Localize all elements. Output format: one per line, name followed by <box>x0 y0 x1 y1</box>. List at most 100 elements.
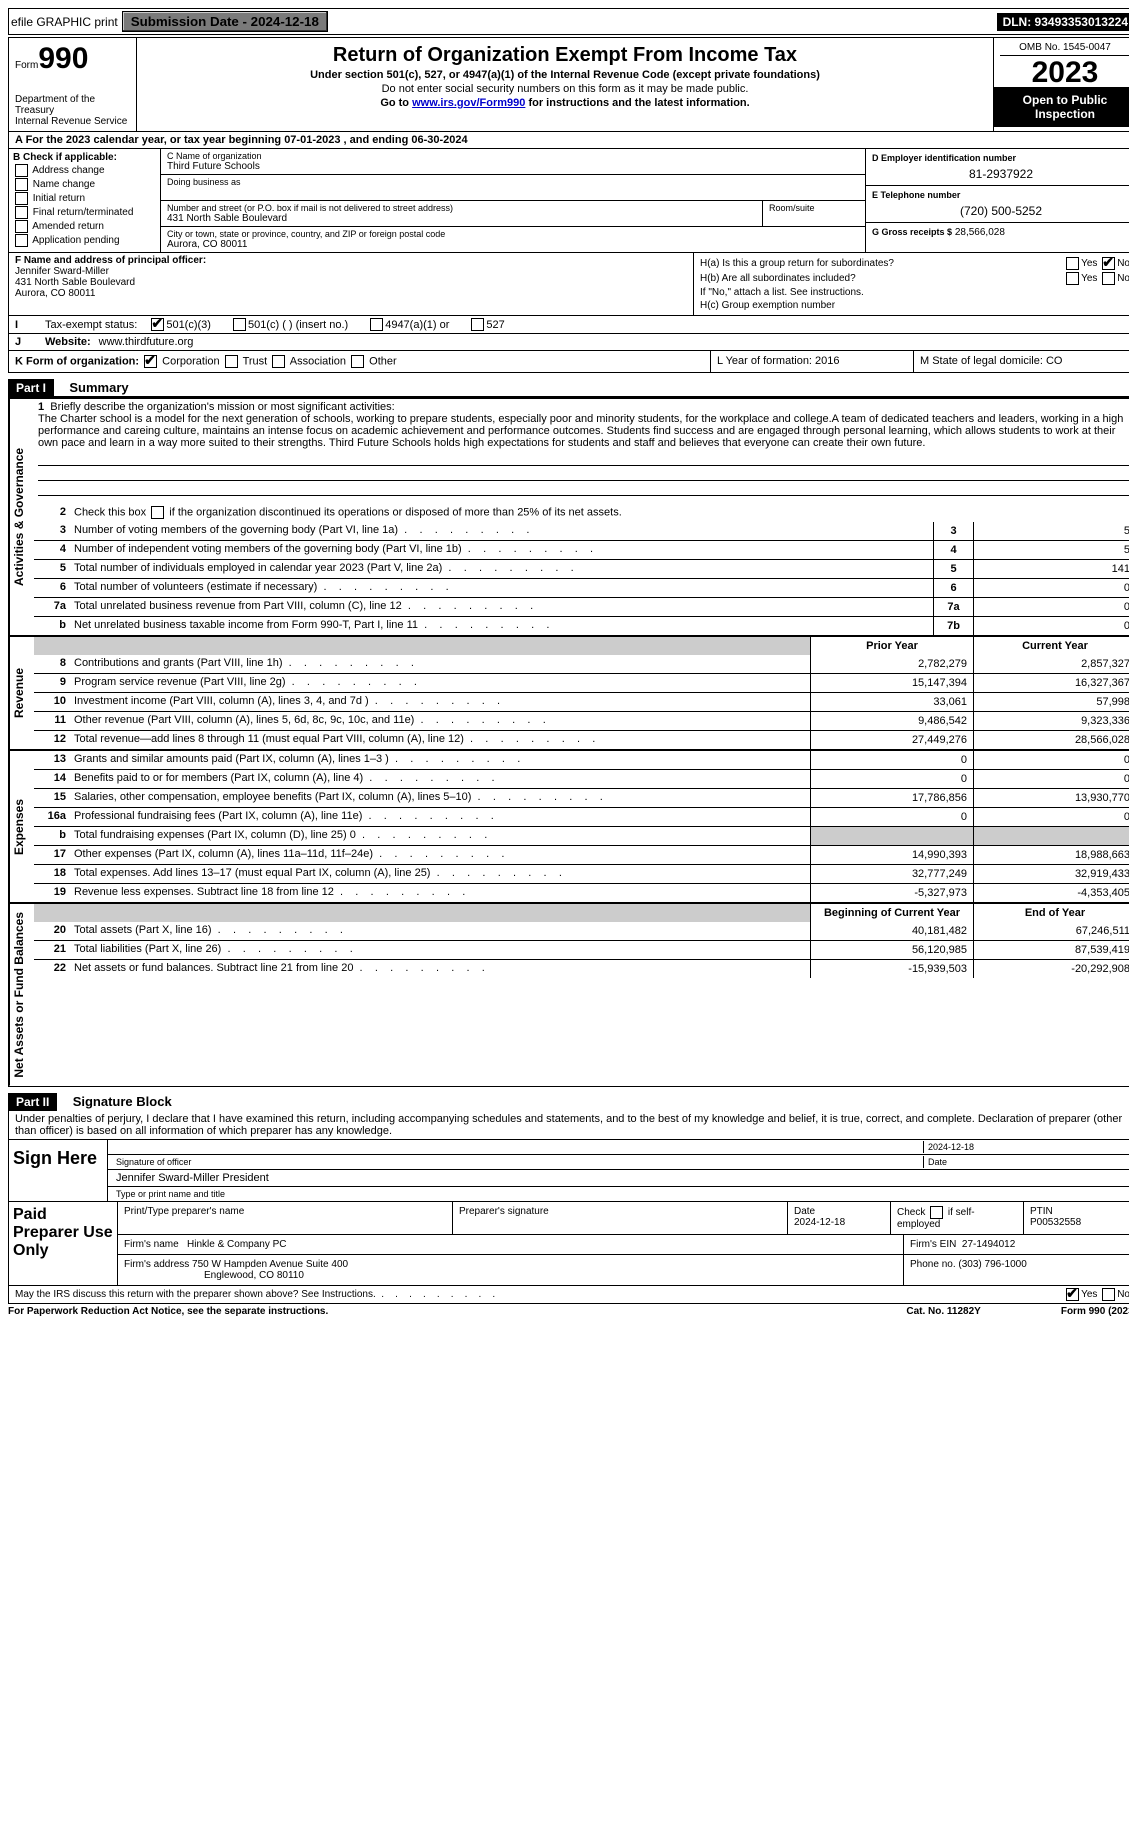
firm-addr2: Englewood, CO 80110 <box>204 1270 304 1281</box>
prior-year-header: Prior Year <box>810 637 973 655</box>
sig-date-value: 2024-12-18 <box>923 1141 1129 1153</box>
check-501c3[interactable] <box>151 318 164 331</box>
submission-date-button[interactable]: Submission Date - 2024-12-18 <box>122 11 328 32</box>
summary-line-14: 14 Benefits paid to or for members (Part… <box>34 769 1129 788</box>
prior-14: 0 <box>810 770 973 788</box>
h-a-no[interactable] <box>1102 257 1115 270</box>
current-b <box>973 827 1129 845</box>
section-h-group: H(a) Is this a group return for subordin… <box>693 253 1129 315</box>
begin-year-header: Beginning of Current Year <box>810 904 973 922</box>
summary-line-18: 18 Total expenses. Add lines 13–17 (must… <box>34 864 1129 883</box>
check-name-change[interactable] <box>15 178 28 191</box>
open-to-public: Open to Public Inspection <box>994 87 1129 127</box>
perjury-declaration: Under penalties of perjury, I declare th… <box>9 1111 1129 1140</box>
check-4947[interactable] <box>370 318 383 331</box>
state-domicile: M State of legal domicile: CO <box>914 351 1129 372</box>
type-print-label: Type or print name and title <box>112 1188 1129 1200</box>
check-discontinued[interactable] <box>151 506 164 519</box>
page-footer: For Paperwork Reduction Act Notice, see … <box>8 1306 1129 1317</box>
line-1-mission: 1 Briefly describe the organization's mi… <box>34 399 1129 451</box>
form-header: Form 990 Department of the Treasury Inte… <box>8 37 1129 132</box>
prior-12: 27,449,276 <box>810 731 973 749</box>
revenue-section: Revenue Prior Year Current Year 8 Contri… <box>9 635 1129 749</box>
current-20: 67,246,511 <box>973 922 1129 940</box>
firm-phone: (303) 796-1000 <box>958 1259 1026 1270</box>
check-other[interactable] <box>351 355 364 368</box>
department-label: Department of the Treasury Internal Reve… <box>15 94 130 127</box>
check-initial-return[interactable] <box>15 192 28 205</box>
form-label: Form <box>15 60 38 71</box>
check-address-change[interactable] <box>15 164 28 177</box>
summary-line-19: 19 Revenue less expenses. Subtract line … <box>34 883 1129 902</box>
check-self-employed[interactable] <box>930 1206 943 1219</box>
irs-link[interactable]: www.irs.gov/Form990 <box>412 97 525 109</box>
website-value: www.thirdfuture.org <box>99 336 194 348</box>
end-year-header: End of Year <box>973 904 1129 922</box>
dln-label: DLN: 93493353013224 <box>997 13 1129 31</box>
mission-text: The Charter school is a model for the ne… <box>38 413 1123 449</box>
entity-block: B Check if applicable: Address change Na… <box>8 149 1129 253</box>
check-527[interactable] <box>471 318 484 331</box>
side-label-net-assets: Net Assets or Fund Balances <box>9 904 34 1086</box>
check-501c[interactable] <box>233 318 246 331</box>
check-association[interactable] <box>272 355 285 368</box>
section-d-e-g: D Employer identification number 81-2937… <box>865 149 1129 252</box>
form-page-label: Form 990 (2023) <box>1061 1306 1129 1317</box>
prior-17: 14,990,393 <box>810 846 973 864</box>
preparer-sig-label: Preparer's signature <box>453 1202 788 1234</box>
prior-22: -15,939,503 <box>810 960 973 978</box>
prior-16a: 0 <box>810 808 973 826</box>
summary-line-12: 12 Total revenue—add lines 8 through 11 … <box>34 730 1129 749</box>
discuss-yes[interactable] <box>1066 1288 1079 1301</box>
current-19: -4,353,405 <box>973 884 1129 902</box>
prior-b <box>810 827 973 845</box>
check-application-pending[interactable] <box>15 234 28 247</box>
summary-line-22: 22 Net assets or fund balances. Subtract… <box>34 959 1129 978</box>
prior-20: 40,181,482 <box>810 922 973 940</box>
paid-preparer-row: Paid Preparer Use Only Print/Type prepar… <box>9 1201 1129 1285</box>
check-amended[interactable] <box>15 220 28 233</box>
check-trust[interactable] <box>225 355 238 368</box>
mission-blank-line-2 <box>38 466 1129 481</box>
sig-date-label: Date <box>923 1156 1129 1168</box>
prior-9: 15,147,394 <box>810 674 973 692</box>
check-final-return[interactable] <box>15 206 28 219</box>
self-employed-check: Check if self-employed <box>891 1202 1024 1234</box>
part-i-label: Part I <box>8 379 54 397</box>
prior-11: 9,486,542 <box>810 712 973 730</box>
sig-officer-label: Signature of officer <box>112 1156 923 1168</box>
prior-13: 0 <box>810 751 973 769</box>
discuss-no[interactable] <box>1102 1288 1115 1301</box>
firm-name: Hinkle & Company PC <box>187 1239 286 1250</box>
current-9: 16,327,367 <box>973 674 1129 692</box>
check-corporation[interactable] <box>144 355 157 368</box>
current-13: 0 <box>973 751 1129 769</box>
value-7b: 0 <box>973 617 1129 635</box>
summary-line-7b: b Net unrelated business taxable income … <box>34 616 1129 635</box>
mission-blank-line-3 <box>38 481 1129 496</box>
firm-ein: 27-1494012 <box>962 1239 1015 1250</box>
h-b-no[interactable] <box>1102 272 1115 285</box>
form-title-box: Return of Organization Exempt From Incom… <box>137 38 994 131</box>
form-subtitle: Under section 501(c), 527, or 4947(a)(1)… <box>143 69 987 81</box>
section-j-website: J Website: www.thirdfuture.org <box>8 334 1129 351</box>
value-5: 141 <box>973 560 1129 578</box>
h-b-yes[interactable] <box>1066 272 1079 285</box>
dba-value <box>167 187 859 198</box>
prior-10: 33,061 <box>810 693 973 711</box>
current-18: 32,919,433 <box>973 865 1129 883</box>
current-8: 2,857,327 <box>973 655 1129 673</box>
part-i-body: Activities & Governance 1 Briefly descri… <box>8 396 1129 1087</box>
h-a-yes[interactable] <box>1066 257 1079 270</box>
tax-year: 2023 <box>1000 56 1129 91</box>
prep-date-value: 2024-12-18 <box>794 1217 845 1228</box>
telephone-value: (720) 500-5252 <box>872 204 1129 218</box>
city-state-zip: Aurora, CO 80011 <box>167 239 859 250</box>
summary-line-4: 4 Number of independent voting members o… <box>34 540 1129 559</box>
current-12: 28,566,028 <box>973 731 1129 749</box>
sign-here-label: Sign Here <box>9 1140 108 1201</box>
form-year-box: OMB No. 1545-0047 2023 Open to Public In… <box>994 38 1129 131</box>
value-4: 5 <box>973 541 1129 559</box>
expenses-section: Expenses 13 Grants and similar amounts p… <box>9 749 1129 902</box>
firm-addr1: 750 W Hampden Avenue Suite 400 <box>192 1259 348 1270</box>
